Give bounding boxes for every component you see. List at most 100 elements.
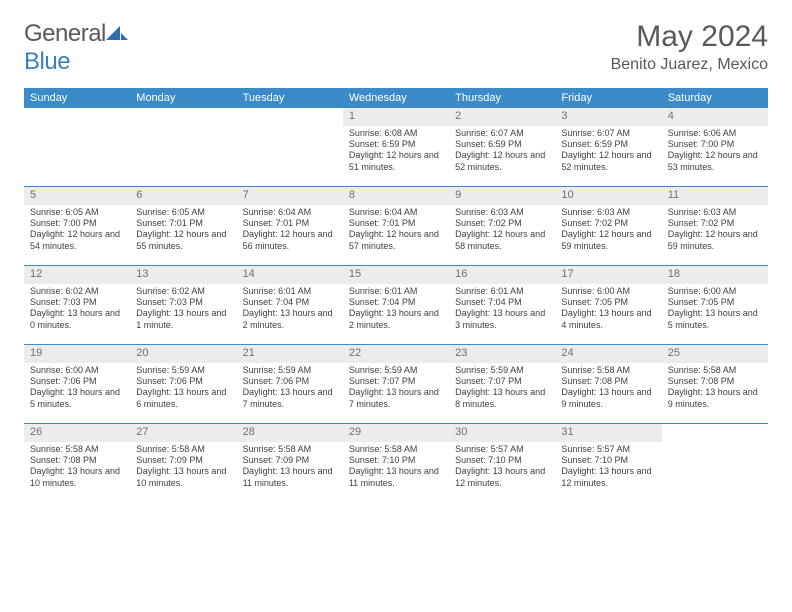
day-details: Sunrise: 5:59 AMSunset: 7:07 PMDaylight:… <box>343 365 449 414</box>
sunrise-line: Sunrise: 5:58 AM <box>668 365 762 376</box>
sunset-line: Sunset: 7:02 PM <box>455 218 549 229</box>
daylight-line: Daylight: 12 hours and 52 minutes. <box>561 150 655 173</box>
weekday-header: Sunday <box>24 88 130 108</box>
daylight-line: Daylight: 12 hours and 57 minutes. <box>349 229 443 252</box>
sunrise-line: Sunrise: 6:01 AM <box>455 286 549 297</box>
sunrise-line: Sunrise: 6:07 AM <box>455 128 549 139</box>
sunrise-line: Sunrise: 6:07 AM <box>561 128 655 139</box>
day-number: 4 <box>662 108 768 126</box>
daylight-line: Daylight: 12 hours and 52 minutes. <box>455 150 549 173</box>
day-details: Sunrise: 6:03 AMSunset: 7:02 PMDaylight:… <box>555 207 661 256</box>
day-number: 17 <box>555 266 661 284</box>
calendar-day: 28Sunrise: 5:58 AMSunset: 7:09 PMDayligh… <box>237 424 343 502</box>
day-number: 3 <box>555 108 661 126</box>
daylight-line: Daylight: 12 hours and 54 minutes. <box>30 229 124 252</box>
day-number: 18 <box>662 266 768 284</box>
weekday-header: Thursday <box>449 88 555 108</box>
sunrise-line: Sunrise: 6:03 AM <box>561 207 655 218</box>
daylight-line: Daylight: 12 hours and 59 minutes. <box>561 229 655 252</box>
day-details: Sunrise: 6:03 AMSunset: 7:02 PMDaylight:… <box>662 207 768 256</box>
header: GeneralBlue May 2024 Benito Juarez, Mexi… <box>24 20 768 76</box>
weekday-header: Monday <box>130 88 236 108</box>
day-details: Sunrise: 5:57 AMSunset: 7:10 PMDaylight:… <box>449 444 555 493</box>
sunset-line: Sunset: 7:06 PM <box>30 376 124 387</box>
day-number: 29 <box>343 424 449 442</box>
calendar-day: 4Sunrise: 6:06 AMSunset: 7:00 PMDaylight… <box>662 108 768 186</box>
calendar-day: 9Sunrise: 6:03 AMSunset: 7:02 PMDaylight… <box>449 187 555 265</box>
daylight-line: Daylight: 13 hours and 7 minutes. <box>243 387 337 410</box>
sunset-line: Sunset: 7:06 PM <box>136 376 230 387</box>
month-title: May 2024 <box>611 20 768 54</box>
day-details: Sunrise: 6:08 AMSunset: 6:59 PMDaylight:… <box>343 128 449 177</box>
sunset-line: Sunset: 6:59 PM <box>349 139 443 150</box>
sunrise-line: Sunrise: 5:58 AM <box>30 444 124 455</box>
calendar-day: 18 Sunrise: 6:00 AMSunset: 7:05 PMDayligh… <box>662 266 768 344</box>
sunrise-line: Sunrise: 5:58 AM <box>561 365 655 376</box>
calendar-week: 1Sunrise: 6:08 AMSunset: 6:59 PMDaylight… <box>24 108 768 187</box>
daylight-line: Daylight: 12 hours and 55 minutes. <box>136 229 230 252</box>
day-number: 20 <box>130 345 236 363</box>
daylight-line: Daylight: 13 hours and 2 minutes. <box>243 308 337 331</box>
sunset-line: Sunset: 7:05 PM <box>668 297 762 308</box>
calendar-day: 7Sunrise: 6:04 AMSunset: 7:01 PMDaylight… <box>237 187 343 265</box>
brand-name-gray: General <box>24 20 106 47</box>
day-details: Sunrise: 5:58 AMSunset: 7:09 PMDaylight:… <box>130 444 236 493</box>
sunset-line: Sunset: 7:01 PM <box>349 218 443 229</box>
calendar-page: GeneralBlue May 2024 Benito Juarez, Mexi… <box>0 0 792 522</box>
weekday-header: Tuesday <box>237 88 343 108</box>
day-details: Sunrise: 6:00 AMSunset: 7:06 PMDaylight:… <box>24 365 130 414</box>
weekday-header: Wednesday <box>343 88 449 108</box>
daylight-line: Daylight: 13 hours and 9 minutes. <box>668 387 762 410</box>
day-details: Sunrise: 6:04 AMSunset: 7:01 PMDaylight:… <box>343 207 449 256</box>
daylight-line: Daylight: 13 hours and 1 minute. <box>136 308 230 331</box>
daylight-line: Daylight: 12 hours and 56 minutes. <box>243 229 337 252</box>
day-details: Sunrise: 5:58 AMSunset: 7:08 PMDaylight:… <box>24 444 130 493</box>
day-number: 25 <box>662 345 768 363</box>
weekday-header: Saturday <box>662 88 768 108</box>
daylight-line: Daylight: 13 hours and 11 minutes. <box>349 466 443 489</box>
day-number: 2 <box>449 108 555 126</box>
calendar-day: 15Sunrise: 6:01 AMSunset: 7:04 PMDayligh… <box>343 266 449 344</box>
calendar-day: 25Sunrise: 5:58 AMSunset: 7:08 PMDayligh… <box>662 345 768 423</box>
calendar-day: 21Sunrise: 5:59 AMSunset: 7:06 PMDayligh… <box>237 345 343 423</box>
sunrise-line: Sunrise: 5:57 AM <box>561 444 655 455</box>
daylight-line: Daylight: 13 hours and 3 minutes. <box>455 308 549 331</box>
day-number: 15 <box>343 266 449 284</box>
day-details: Sunrise: 6:01 AMSunset: 7:04 PMDaylight:… <box>449 286 555 335</box>
sunset-line: Sunset: 7:09 PM <box>243 455 337 466</box>
day-details: Sunrise: 6:00 AMSunset: 7:05 PMDaylight:… <box>662 286 768 335</box>
daylight-line: Daylight: 13 hours and 4 minutes. <box>561 308 655 331</box>
sunset-line: Sunset: 7:10 PM <box>455 455 549 466</box>
calendar-week: 26Sunrise: 5:58 AMSunset: 7:08 PMDayligh… <box>24 424 768 502</box>
sunset-line: Sunset: 7:03 PM <box>136 297 230 308</box>
daylight-line: Daylight: 13 hours and 9 minutes. <box>561 387 655 410</box>
sunset-line: Sunset: 7:09 PM <box>136 455 230 466</box>
day-number: 21 <box>237 345 343 363</box>
daylight-line: Daylight: 12 hours and 53 minutes. <box>668 150 762 173</box>
calendar-day: 14Sunrise: 6:01 AMSunset: 7:04 PMDayligh… <box>237 266 343 344</box>
sunrise-line: Sunrise: 5:59 AM <box>455 365 549 376</box>
day-details: Sunrise: 5:59 AMSunset: 7:07 PMDaylight:… <box>449 365 555 414</box>
sunrise-line: Sunrise: 6:05 AM <box>136 207 230 218</box>
sunset-line: Sunset: 7:04 PM <box>243 297 337 308</box>
sunrise-line: Sunrise: 6:04 AM <box>349 207 443 218</box>
day-number: 1 <box>343 108 449 126</box>
sunset-line: Sunset: 7:05 PM <box>561 297 655 308</box>
daylight-line: Daylight: 13 hours and 8 minutes. <box>455 387 549 410</box>
sunrise-line: Sunrise: 6:03 AM <box>455 207 549 218</box>
sunrise-line: Sunrise: 6:08 AM <box>349 128 443 139</box>
calendar-day: 19Sunrise: 6:00 AMSunset: 7:06 PMDayligh… <box>24 345 130 423</box>
day-number: 11 <box>662 187 768 205</box>
sunrise-line: Sunrise: 6:00 AM <box>561 286 655 297</box>
day-details: Sunrise: 5:58 AMSunset: 7:09 PMDaylight:… <box>237 444 343 493</box>
calendar-day: 3Sunrise: 6:07 AMSunset: 6:59 PMDaylight… <box>555 108 661 186</box>
day-details: Sunrise: 6:05 AMSunset: 7:00 PMDaylight:… <box>24 207 130 256</box>
sunset-line: Sunset: 7:04 PM <box>349 297 443 308</box>
sail-icon <box>106 20 128 48</box>
calendar-day: 24Sunrise: 5:58 AMSunset: 7:08 PMDayligh… <box>555 345 661 423</box>
calendar-day: 12Sunrise: 6:02 AMSunset: 7:03 PMDayligh… <box>24 266 130 344</box>
calendar-day: 13Sunrise: 6:02 AMSunset: 7:03 PMDayligh… <box>130 266 236 344</box>
day-details: Sunrise: 6:01 AMSunset: 7:04 PMDaylight:… <box>237 286 343 335</box>
day-details: Sunrise: 6:02 AMSunset: 7:03 PMDaylight:… <box>24 286 130 335</box>
sunset-line: Sunset: 7:02 PM <box>561 218 655 229</box>
